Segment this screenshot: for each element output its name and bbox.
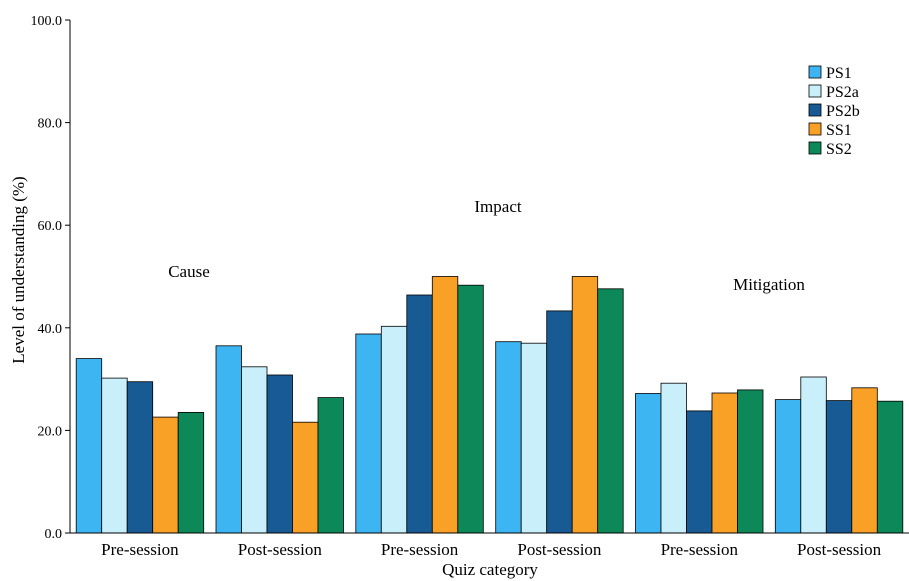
bar-ps2b-5 (825, 400, 853, 534)
bar-ss2-2 (457, 284, 484, 534)
y-tick-label: 20.0 (38, 424, 63, 439)
y-tick-label: 60.0 (38, 219, 63, 234)
bar-ps2a-3 (520, 342, 548, 534)
bar-ps2a-0 (101, 377, 128, 534)
bar-ps1-2 (355, 333, 382, 534)
group-labels: Cause Impact Mitigation (168, 197, 805, 294)
bar-ss2-3 (597, 288, 624, 534)
bar-ps1-0 (75, 358, 103, 534)
group-label-cause: Cause (168, 262, 210, 281)
legend-swatch-ss2 (808, 141, 822, 155)
bar-ps2b-3 (546, 310, 573, 534)
x-category-label: Pre-session (661, 540, 739, 559)
bar-ss2-0 (177, 411, 205, 534)
bar-ss1-1 (292, 421, 319, 534)
bar-ps2b-1 (266, 374, 293, 534)
legend-label-ss1: SS1 (826, 122, 852, 139)
legend: PS1 PS2a PS2b SS1 SS2 (808, 65, 860, 158)
y-tick-label: 100.0 (31, 14, 63, 29)
x-category-labels: Pre-session Post-session Pre-session Post-s… (101, 540, 881, 559)
legend-swatch-ss1 (808, 122, 822, 136)
bar-ps2b-0 (126, 381, 154, 534)
x-category-label: Pre-session (381, 540, 459, 559)
bar-ps2a-1 (241, 366, 268, 534)
bar-ss2-5 (876, 400, 904, 534)
x-category-label: Post-session (517, 540, 602, 559)
x-category-label: Post-session (238, 540, 323, 559)
bar-ps2a-5 (800, 376, 827, 534)
bar-ps1-3 (495, 341, 522, 534)
x-category-label: Pre-session (101, 540, 179, 559)
bar-ss1-3 (571, 276, 599, 534)
x-category-label: Post-session (797, 540, 882, 559)
group-label-mitigation: Mitigation (733, 275, 805, 294)
y-tick-label: 80.0 (38, 117, 63, 132)
bars-layer (75, 276, 904, 534)
bar-ss1-0 (152, 416, 179, 534)
bar-ss1-2 (431, 276, 459, 534)
bar-ps2b-4 (686, 410, 713, 534)
bar-ss1-4 (711, 392, 738, 534)
bar-ps1-1 (215, 345, 242, 534)
legend-label-ss2: SS2 (826, 141, 852, 158)
bar-ps2a-2 (380, 325, 408, 534)
bar-ps1-4 (635, 393, 662, 534)
bar-ps1-5 (774, 399, 802, 534)
axes-layer (65, 19, 909, 534)
x-axis-title: Quiz category (442, 560, 538, 579)
y-tick-labels: 0.0 20.0 40.0 60.0 80.0 100.0 (31, 14, 63, 542)
legend-label-ps2a: PS2a (826, 84, 859, 101)
group-label-impact: Impact (474, 197, 521, 216)
bar-ps2b-2 (406, 294, 433, 534)
legend-swatch-ps2a (808, 84, 822, 98)
y-tick-label: 0.0 (45, 527, 63, 542)
bar-ss2-1 (317, 397, 344, 534)
legend-label-ps2b: PS2b (826, 103, 860, 120)
bar-ps2a-4 (660, 382, 687, 534)
y-tick-label: 40.0 (38, 322, 63, 337)
y-axis-title: Level of understanding (%) (9, 176, 28, 363)
bar-ss2-4 (737, 389, 764, 534)
legend-swatch-ps2b (808, 103, 822, 117)
legend-swatch-ps1 (808, 65, 822, 79)
bar-ss1-5 (851, 387, 878, 534)
legend-label-ps1: PS1 (826, 65, 852, 82)
